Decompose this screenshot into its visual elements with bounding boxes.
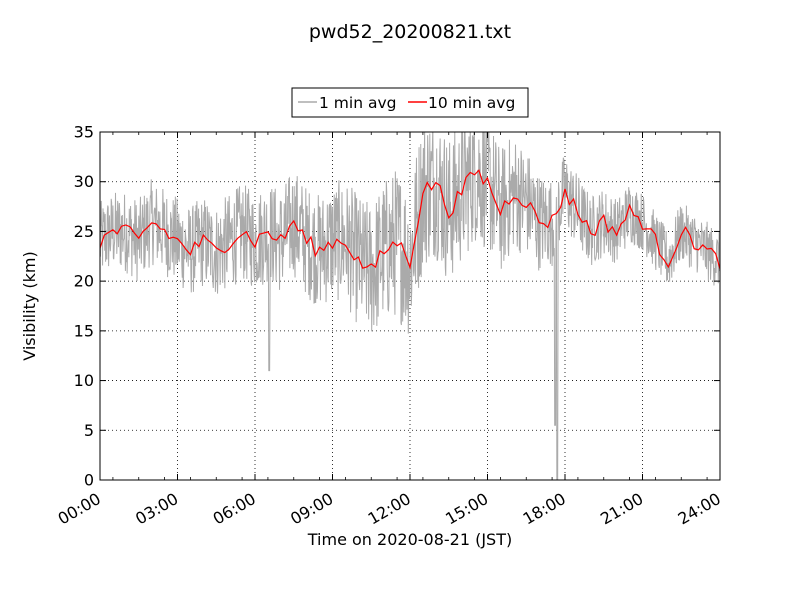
x-tick-label: 03:00: [132, 489, 181, 529]
x-tick-label: 21:00: [597, 489, 646, 529]
x-axis-label: Time on 2020-08-21 (JST): [307, 530, 512, 549]
legend: 1 min avg 10 min avg: [291, 87, 529, 118]
x-tick-label: 09:00: [287, 489, 336, 529]
legend-label-10min: 10 min avg: [428, 94, 515, 112]
x-tick-label: 12:00: [365, 489, 414, 529]
y-tick-label: 5: [84, 421, 94, 440]
axis-ticks: [99, 131, 721, 481]
y-tick-label: 35: [74, 123, 94, 142]
y-tick-label: 15: [74, 321, 94, 340]
y-tick-labels: 0 5 10 15 20 25 30 35: [74, 123, 94, 490]
x-tick-label: 18:00: [520, 489, 569, 529]
y-tick-label: 25: [74, 222, 94, 241]
x-tick-label: 06:00: [210, 489, 259, 529]
series-10min-line: [100, 169, 720, 270]
x-tick-label: 15:00: [442, 489, 491, 529]
y-tick-label: 30: [74, 172, 94, 191]
legend-label-1min: 1 min avg: [319, 94, 396, 112]
x-tick-label: 00:00: [55, 489, 104, 529]
chart-title: pwd52_20200821.txt: [309, 21, 511, 43]
y-axis-label: Visibility (km): [20, 251, 39, 360]
y-tick-label: 10: [74, 371, 94, 390]
plot-area: [100, 132, 720, 480]
series-1min-line: [100, 132, 720, 480]
series-layer: [100, 132, 720, 480]
x-tick-label: 24:00: [675, 489, 724, 529]
y-tick-label: 20: [74, 272, 94, 291]
y-tick-label: 0: [84, 471, 94, 490]
x-tick-labels: 00:00 03:00 06:00 09:00 12:00 15:00 18:00 21:00…: [55, 489, 724, 529]
